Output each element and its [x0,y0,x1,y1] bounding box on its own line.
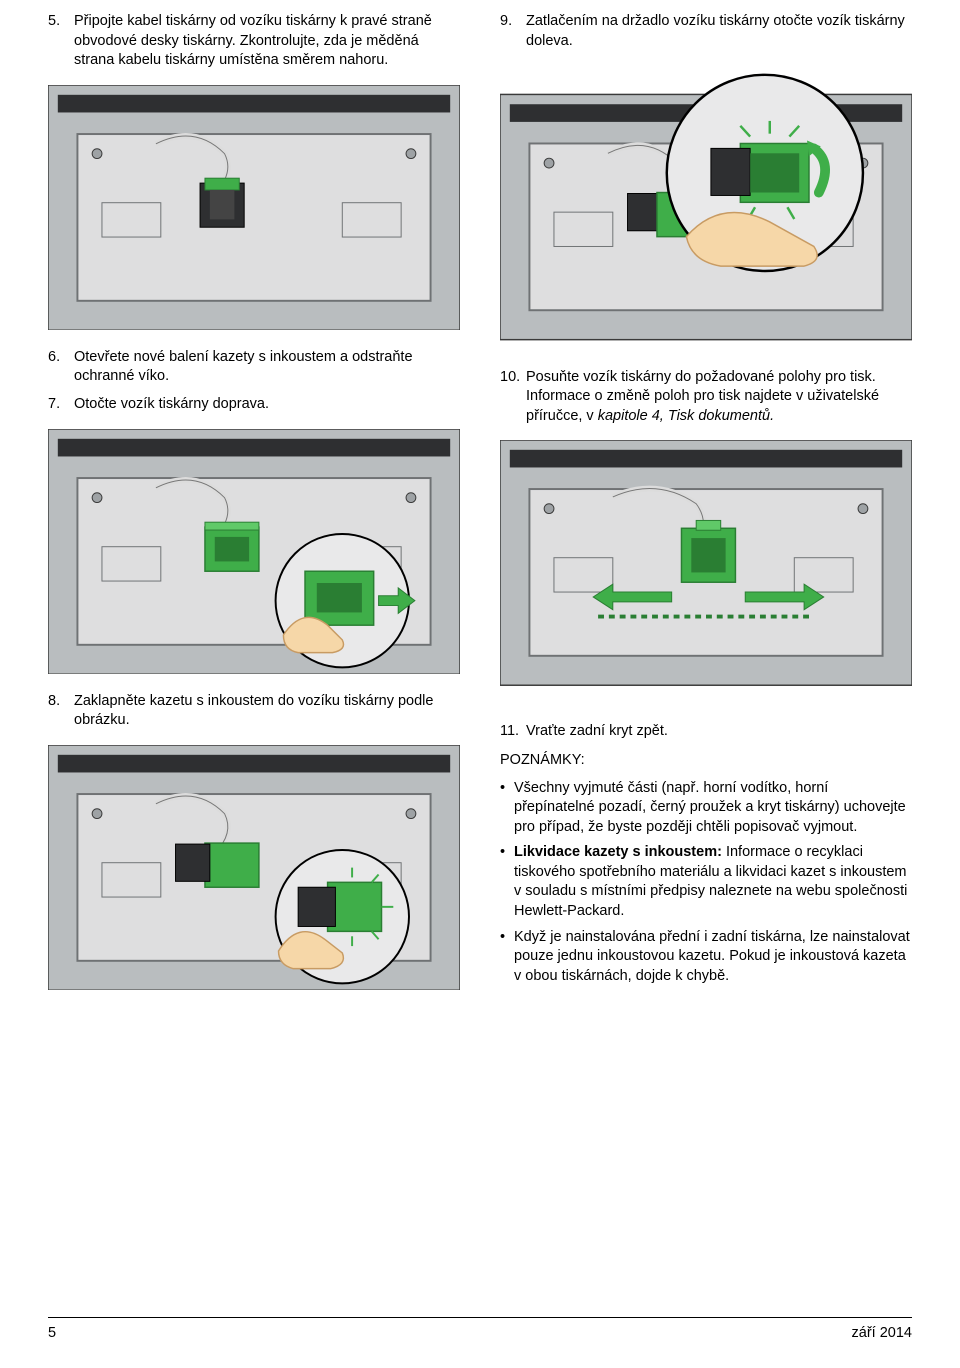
step-7-text: Otočte vozík tiskárny doprava. [74,395,460,415]
step-8: 8. Zaklapněte kazetu s inkoustem do vozí… [48,692,460,731]
step-8-text: Zaklapněte kazetu s inkoustem do vozíku … [74,692,460,731]
step-9-number: 9. [500,12,526,51]
figure-step-7 [48,429,460,674]
step-6-number: 6. [48,348,74,387]
note-2-bold: Likvidace kazety s inkoustem: [514,844,722,860]
step-7-number: 7. [48,395,74,415]
footer-rule [48,1317,912,1318]
step-10-number: 10. [500,368,526,427]
right-column: 9. Zatlačením na držadlo vozíku tiskárny… [500,12,912,1008]
step-8-number: 8. [48,692,74,731]
footer-date: září 2014 [852,1324,912,1344]
step-6: 6. Otevřete nové balení kazety s inkoust… [48,348,460,387]
page-footer: 5 září 2014 [48,1317,912,1344]
notes-label: POZNÁMKY: [500,751,912,771]
page-number: 5 [48,1324,56,1344]
figure-step-10 [500,440,912,685]
step-5-number: 5. [48,12,74,71]
note-1: Všechny vyjmuté části (např. horní vodít… [500,779,912,838]
step-6-text: Otevřete nové balení kazety s inkoustem … [74,348,460,387]
step-9: 9. Zatlačením na držadlo vozíku tiskárny… [500,12,912,51]
step-10-text: Posuňte vozík tiskárny do požadované pol… [526,368,912,427]
step-10: 10. Posuňte vozík tiskárny do požadované… [500,368,912,427]
step-11-text: Vraťte zadní kryt zpět. [526,722,912,742]
step-5: 5. Připojte kabel tiskárny od vozíku tis… [48,12,460,71]
step-11-number: 11. [500,722,526,742]
notes-list: Všechny vyjmuté části (např. horní vodít… [500,779,912,993]
step-5-text: Připojte kabel tiskárny od vozíku tiskár… [74,12,460,71]
step-10-text-b: kapitole 4, Tisk dokumentů. [598,408,774,424]
figure-step-8 [48,745,460,990]
figure-step-9 [500,65,912,349]
note-3: Když je nainstalována přední i zadní tis… [500,928,912,987]
note-2: Likvidace kazety s inkoustem: Informace … [500,843,912,921]
figure-step-5 [48,85,460,330]
step-7: 7. Otočte vozík tiskárny doprava. [48,395,460,415]
step-11: 11. Vraťte zadní kryt zpět. [500,722,912,742]
step-9-text: Zatlačením na držadlo vozíku tiskárny ot… [526,12,912,51]
left-column: 5. Připojte kabel tiskárny od vozíku tis… [48,12,460,1008]
